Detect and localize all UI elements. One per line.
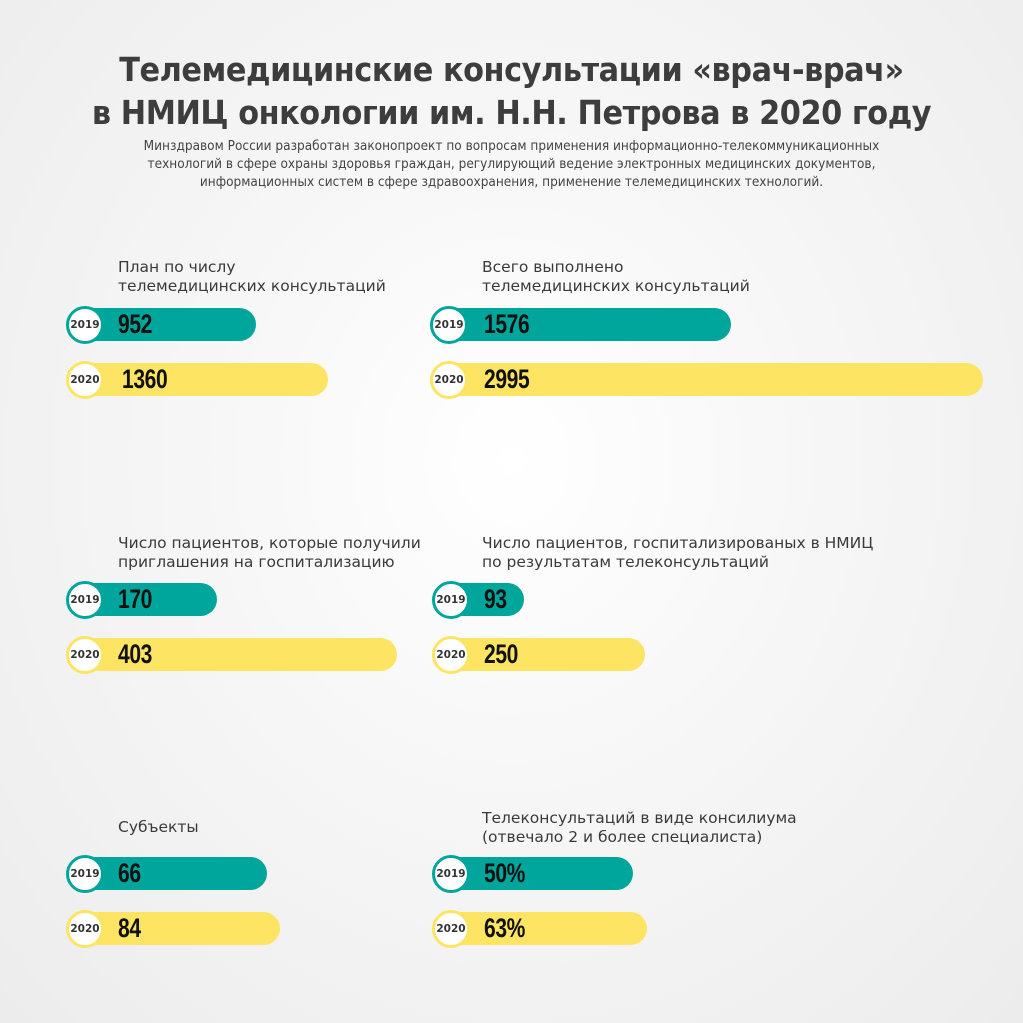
- label-line-1: Всего выполнено: [482, 258, 624, 276]
- subtitle-line-1: Минздравом России разработан законопроек…: [143, 138, 880, 154]
- year-badge-2019: 2019: [432, 581, 470, 619]
- year-badge-2020: 2020: [432, 910, 470, 948]
- block-done-label: Всего выполнено телемедицинских консульт…: [482, 258, 750, 296]
- value-plan-2019: 952: [118, 309, 152, 339]
- value-plan-2020: 1360: [122, 364, 168, 394]
- page-title-line-1: Телемедицинские консультации «врач-врач»: [119, 50, 904, 89]
- block-regions-label: Субъекты: [118, 818, 199, 837]
- value-hospitalized-2020: 250: [484, 639, 518, 669]
- year-badge-2019: 2019: [66, 581, 104, 619]
- label-line-2: телемедицинских консультаций: [118, 277, 386, 295]
- year-badge-2019: 2019: [66, 306, 104, 344]
- block-council-label: Телеконсультаций в виде консилиума (отве…: [482, 809, 797, 847]
- value-regions-2020: 84: [118, 913, 141, 943]
- label-line-1: Субъекты: [118, 818, 199, 836]
- block-plan-label: План по числу телемедицинских консультац…: [118, 258, 386, 296]
- subtitle-line-2: технологий в сфере охраны здоровья гражд…: [147, 156, 876, 172]
- year-badge-2019: 2019: [66, 855, 104, 893]
- label-line-1: План по числу: [118, 258, 236, 276]
- year-badge-2020: 2020: [432, 636, 470, 674]
- value-invited-2020: 403: [118, 639, 152, 669]
- year-badge-2020: 2020: [66, 910, 104, 948]
- bar-invited-2020: [68, 638, 397, 671]
- value-done-2019: 1576: [484, 309, 530, 339]
- year-badge-2019: 2019: [432, 855, 470, 893]
- page-title-line-2: в НМИЦ онкологии им. Н.Н. Петрова в 2020…: [91, 93, 932, 132]
- label-line-1: Число пациентов, госпитализированых в НМ…: [482, 534, 874, 552]
- subtitle-line-3: информационных систем в сфере здравоохра…: [199, 174, 824, 190]
- label-line-2: (отвечало 2 и более специалиста): [482, 828, 763, 846]
- block-invited-label: Число пациентов, которые получили пригла…: [118, 534, 421, 572]
- bar-done-2020: [432, 363, 983, 396]
- label-line-2: телемедицинских консультаций: [482, 277, 750, 295]
- block-hospitalized-label: Число пациентов, госпитализированых в НМ…: [482, 534, 873, 572]
- bar-plan-2020: [68, 363, 328, 396]
- year-badge-2020: 2020: [66, 636, 104, 674]
- year-badge-2020: 2020: [430, 361, 468, 399]
- year-badge-2020: 2020: [66, 361, 104, 399]
- year-badge-2019: 2019: [430, 306, 468, 344]
- value-council-2019: 50%: [484, 858, 525, 888]
- value-hospitalized-2019: 93: [484, 584, 507, 614]
- label-line-1: Телеконсультаций в виде консилиума: [482, 809, 797, 827]
- label-line-2: по результатам телеконсультаций: [482, 553, 769, 571]
- bar-done-2019: [432, 308, 731, 341]
- label-line-1: Число пациентов, которые получили: [118, 534, 421, 552]
- value-invited-2019: 170: [118, 584, 152, 614]
- value-council-2020: 63%: [484, 913, 525, 943]
- value-regions-2019: 66: [118, 858, 141, 888]
- label-line-2: приглашения на госпитализацию: [118, 553, 395, 571]
- value-done-2020: 2995: [484, 364, 530, 394]
- subtitle: Минздравом России разработан законопроек…: [51, 137, 972, 191]
